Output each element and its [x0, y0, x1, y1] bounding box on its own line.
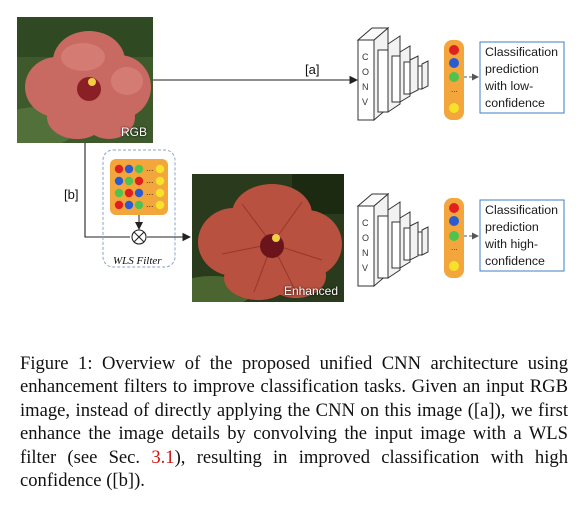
svg-text:C: C [362, 218, 369, 228]
svg-text:...: ... [146, 187, 154, 197]
output-box-low [479, 41, 565, 114]
architecture-diagram: [a] [b] ... ... ... ... WLS Filter [64, 26, 565, 288]
kernel-nodes: ... ... ... ... [114, 163, 165, 210]
svg-text:V: V [362, 263, 368, 273]
output-text-low: Classification prediction with low- conf… [485, 45, 558, 110]
svg-text:...: ... [146, 163, 154, 173]
svg-text:...: ... [146, 175, 154, 185]
enhanced-label: Enhanced [283, 284, 338, 298]
cnn-top: C O N V [356, 26, 429, 122]
path-b-line [84, 143, 130, 238]
convolution-operator-icon [131, 229, 147, 245]
cnn-bottom: C O N V [356, 192, 429, 288]
path-b-label: [b] [64, 187, 78, 202]
enhanced-image: Enhanced [192, 174, 344, 302]
rgb-input-image: RGB [17, 17, 153, 143]
filter-kernel [110, 159, 168, 215]
svg-text:O: O [362, 233, 369, 243]
wls-filter-label: WLS Filter [113, 255, 162, 267]
svg-text:C: C [362, 52, 369, 62]
svg-text:N: N [362, 82, 369, 92]
figure-caption: Figure 1: Overview of the proposed unifi… [20, 353, 568, 492]
figure-1: RGB Enhanced [17, 17, 565, 302]
svg-text:...: ... [451, 85, 458, 94]
rgb-label: RGB [120, 125, 147, 139]
svg-text:...: ... [146, 199, 154, 209]
output-layer-top: ... [444, 40, 464, 120]
output-box-high [479, 199, 565, 272]
svg-text:O: O [362, 67, 369, 77]
svg-text:V: V [362, 97, 368, 107]
output-text-high: Classification prediction with high- con… [485, 203, 558, 268]
output-layer-bottom: ... [444, 198, 464, 278]
svg-text:...: ... [451, 243, 458, 252]
path-a-label: [a] [305, 62, 319, 77]
wls-filter-box [102, 149, 176, 268]
svg-text:N: N [362, 248, 369, 258]
section-reference-link[interactable]: 3.1 [151, 446, 175, 468]
